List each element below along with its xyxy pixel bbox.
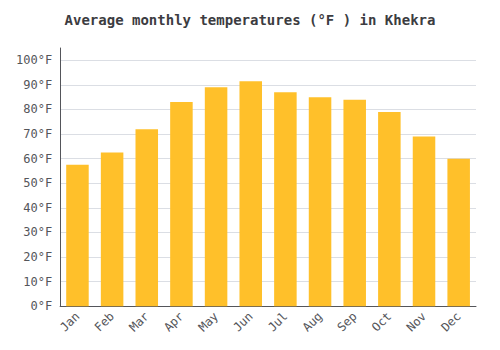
- svg-text:Oct: Oct: [369, 309, 394, 334]
- svg-text:50°F: 50°F: [23, 176, 52, 190]
- svg-text:May: May: [196, 309, 221, 334]
- svg-text:0°F: 0°F: [30, 299, 52, 313]
- svg-text:Average monthly temperatures (: Average monthly temperatures (°F ) in Kh…: [65, 12, 436, 28]
- svg-text:Jul: Jul: [265, 309, 290, 334]
- svg-text:90°F: 90°F: [23, 78, 52, 92]
- svg-text:Jun: Jun: [230, 309, 255, 334]
- svg-text:Nov: Nov: [404, 309, 429, 334]
- svg-text:10°F: 10°F: [23, 275, 52, 289]
- svg-text:30°F: 30°F: [23, 225, 52, 239]
- svg-text:Dec: Dec: [438, 309, 463, 334]
- svg-text:40°F: 40°F: [23, 201, 52, 215]
- svg-text:Aug: Aug: [300, 309, 325, 334]
- svg-text:Sep: Sep: [334, 309, 359, 334]
- svg-text:Apr: Apr: [161, 309, 186, 334]
- svg-text:80°F: 80°F: [23, 102, 52, 116]
- svg-text:Feb: Feb: [92, 309, 117, 334]
- svg-text:70°F: 70°F: [23, 127, 52, 141]
- svg-text:60°F: 60°F: [23, 152, 52, 166]
- svg-text:100°F: 100°F: [16, 53, 52, 67]
- svg-text:20°F: 20°F: [23, 250, 52, 264]
- svg-text:Mar: Mar: [127, 309, 152, 334]
- svg-text:Jan: Jan: [57, 309, 82, 334]
